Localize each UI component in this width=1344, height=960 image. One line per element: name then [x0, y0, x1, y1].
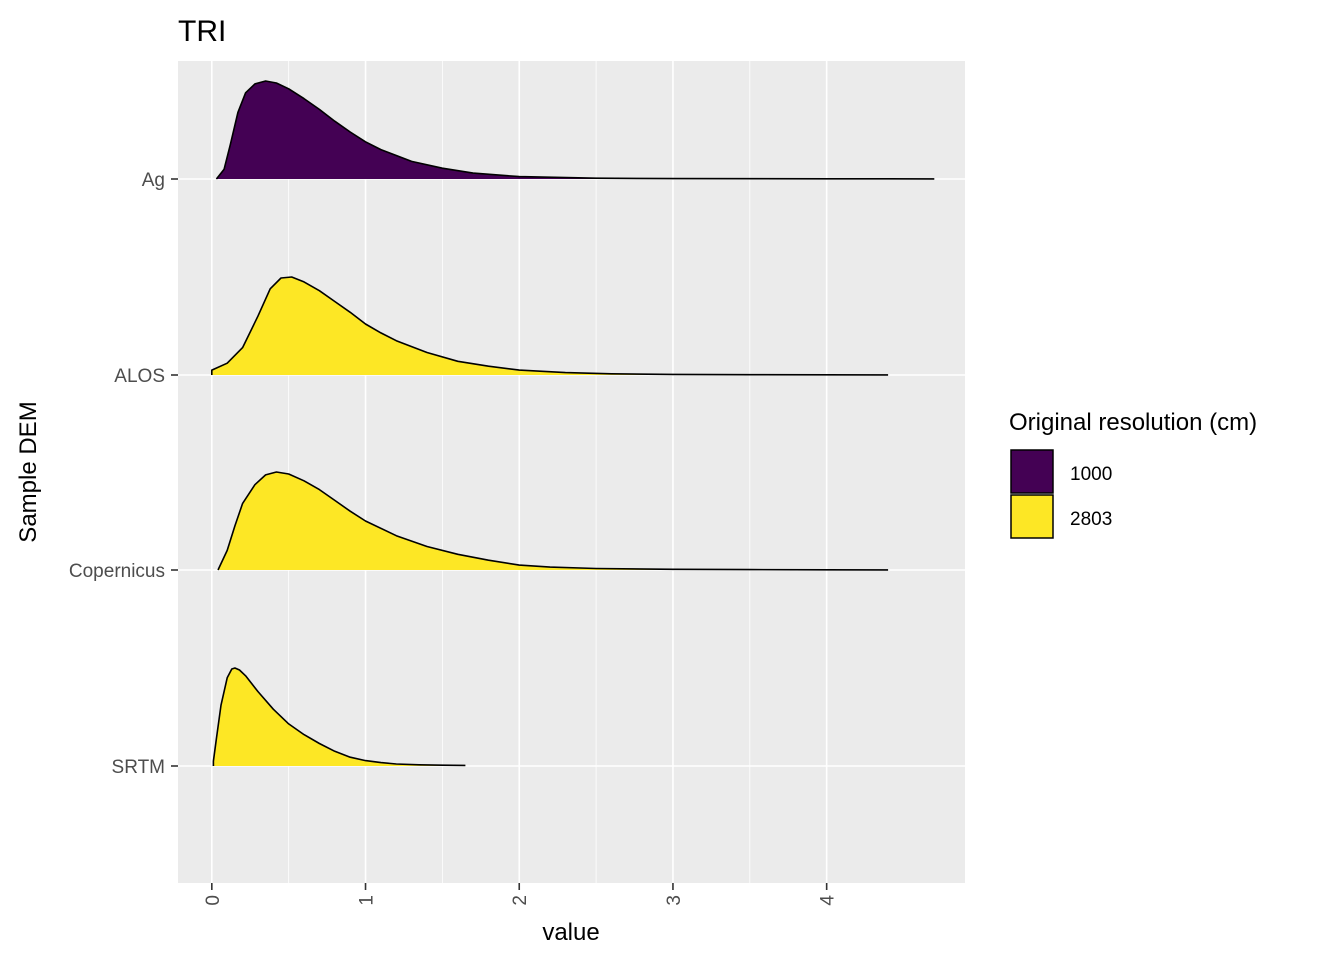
y-tick-label: ALOS	[114, 366, 165, 387]
axes: Ag ALOS Copernicus SRTM 0 1 2 3 4	[69, 170, 839, 906]
ridge-outline-copernicus	[217, 471, 889, 571]
legend-label-2803: 2803	[1070, 509, 1112, 530]
y-tick-label: Copernicus	[69, 561, 165, 582]
ridge-outline-srtm	[212, 667, 466, 767]
x-tick-label: 2	[510, 895, 531, 906]
chart-title: TRI	[178, 15, 226, 48]
x-tick-label: 0	[203, 895, 224, 906]
ridge-fill-copernicus	[218, 472, 889, 570]
legend: Original resolution (cm) 1000 2803	[1009, 409, 1257, 539]
ridge-fill-alos	[211, 277, 889, 375]
ridge-outline-ag	[215, 80, 935, 180]
y-tick-label: Ag	[142, 170, 165, 191]
ridge-fill-ag	[216, 81, 935, 179]
x-axis-title: value	[542, 919, 599, 946]
legend-label-1000: 1000	[1070, 464, 1112, 485]
ridge-outline-alos	[211, 276, 889, 376]
legend-key-2803	[1010, 494, 1054, 539]
x-tick-label: 3	[664, 895, 685, 906]
x-tick-label: 1	[357, 895, 378, 906]
density-ridges	[211, 80, 935, 767]
ridge-fill-srtm	[213, 668, 466, 766]
legend-title: Original resolution (cm)	[1009, 409, 1257, 436]
legend-key-1000	[1010, 449, 1054, 494]
y-tick-label: SRTM	[112, 757, 165, 778]
x-tick-label: 4	[818, 895, 839, 906]
y-axis-title: Sample DEM	[15, 401, 42, 542]
